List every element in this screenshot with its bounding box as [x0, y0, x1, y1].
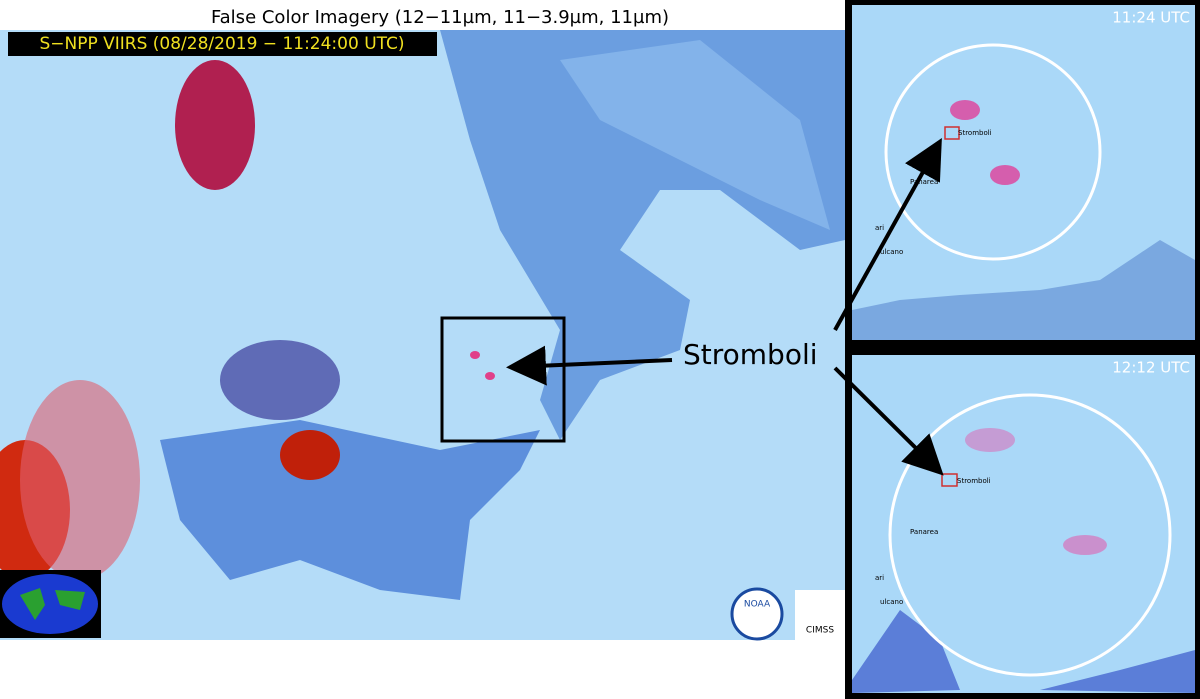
island-label: Stromboli: [957, 477, 991, 485]
inset-time: 12:12 UTC: [1112, 359, 1190, 377]
inset: Stromboli Panarea ari ulcano 11:24 UTC: [852, 5, 1195, 340]
island-label: ari: [875, 574, 884, 582]
vent-box: [941, 473, 958, 487]
island-label: ulcano: [880, 248, 903, 256]
arrow: [506, 345, 673, 386]
arrow: [833, 366, 944, 476]
plume: [1063, 535, 1107, 555]
vent-box: [944, 126, 960, 140]
apulia: [560, 40, 830, 230]
plume: [485, 372, 495, 380]
sicily: [160, 420, 540, 600]
focus-box: [440, 316, 566, 443]
cimss-text: CIMSS: [806, 626, 834, 636]
range-circle: [884, 43, 1102, 261]
noaa-text: NOAA: [744, 600, 771, 610]
etna-cloud: [280, 430, 340, 480]
island-label: Panarea: [910, 528, 938, 536]
cloud: [20, 380, 140, 580]
noaa-logo: [730, 587, 784, 641]
inset-time: 11:24 UTC: [1112, 9, 1190, 27]
range-circle: [888, 393, 1172, 677]
subtitle: S−NPP VIIRS (08/28/2019 − 11:24:00 UTC): [39, 34, 404, 54]
coast: [852, 610, 1195, 693]
arrow: [833, 138, 942, 331]
island-label: ulcano: [880, 598, 903, 606]
cimss-logo: [795, 590, 845, 640]
island-label: Stromboli: [958, 129, 992, 137]
cloud: [175, 60, 255, 190]
coast: [852, 240, 1195, 340]
plume: [470, 351, 480, 359]
cloud: [220, 340, 340, 420]
plume: [950, 100, 980, 120]
plume: [965, 428, 1015, 452]
main-label: Stromboli: [683, 338, 818, 371]
continents: [20, 588, 85, 620]
subtitle-box: [8, 32, 437, 56]
globe: [2, 574, 98, 634]
main-image: Stromboli NOAA CIMSS: [0, 30, 845, 641]
title: False Color Imagery (12−11µm, 11−3.9µm, …: [211, 7, 669, 28]
plume: [990, 165, 1020, 185]
island-label: ari: [875, 224, 884, 232]
inset: Stromboli Panarea ari ulcano 12:12 UTC: [852, 355, 1195, 693]
